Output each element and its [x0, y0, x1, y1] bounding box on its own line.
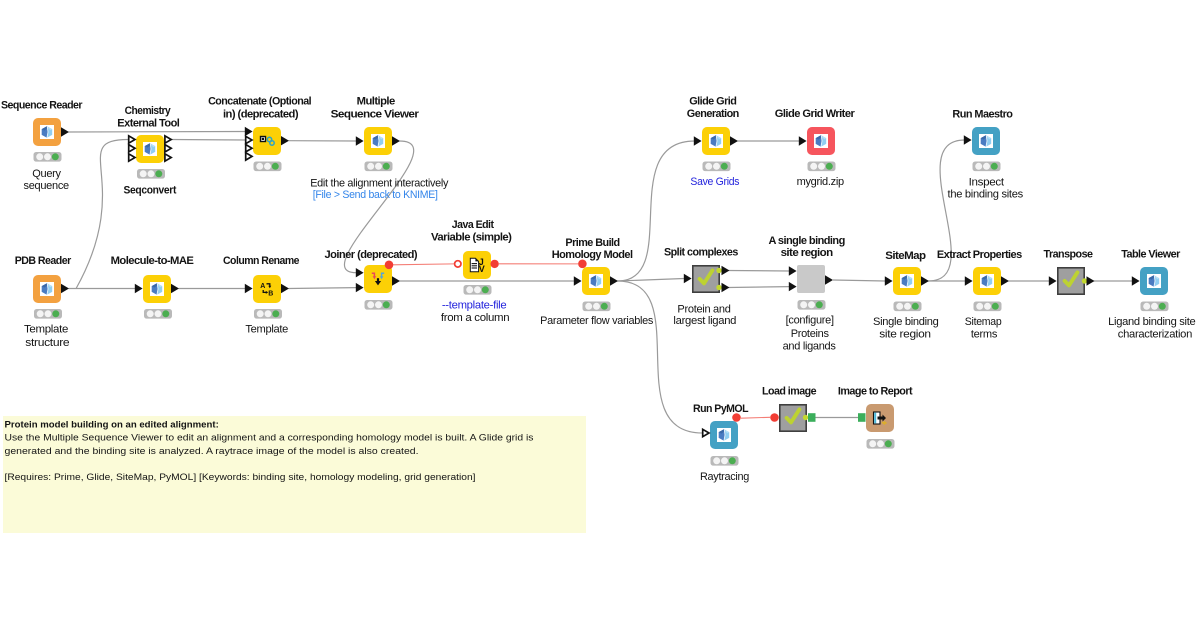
- svg-text:Ligand binding site: Ligand binding site: [1108, 316, 1195, 328]
- svg-text:Template: Template: [24, 324, 68, 336]
- svg-text:Joiner (deprecated): Joiner (deprecated): [325, 249, 418, 261]
- svg-text:Generation: Generation: [687, 108, 740, 120]
- svg-text:Save Grids: Save Grids: [690, 176, 740, 188]
- svg-text:Multiple: Multiple: [357, 96, 395, 108]
- svg-text:Sitemap: Sitemap: [965, 316, 1002, 328]
- svg-text:Run Maestro: Run Maestro: [952, 108, 1013, 120]
- svg-text:the binding sites: the binding sites: [948, 188, 1024, 200]
- svg-text:PDB Reader: PDB Reader: [15, 255, 72, 267]
- svg-text:Glide Grid Writer: Glide Grid Writer: [775, 108, 856, 120]
- svg-text:structure: structure: [25, 337, 69, 349]
- svg-text:characterization: characterization: [1118, 328, 1192, 340]
- svg-text:Run PyMOL: Run PyMOL: [693, 403, 749, 415]
- svg-text:terms: terms: [971, 328, 998, 340]
- svg-text:sequence: sequence: [24, 180, 69, 192]
- svg-text:Protein and: Protein and: [677, 303, 730, 315]
- svg-text:Transpose: Transpose: [1044, 249, 1093, 261]
- svg-text:Template: Template: [245, 324, 288, 336]
- svg-text:Column Rename: Column Rename: [223, 255, 299, 267]
- svg-text:Proteins: Proteins: [791, 328, 830, 340]
- svg-text:Chemistry: Chemistry: [125, 105, 172, 117]
- svg-text:--template-file: --template-file: [442, 299, 507, 311]
- svg-text:Split complexes: Split complexes: [664, 247, 738, 259]
- svg-text:Java Edit: Java Edit: [452, 219, 495, 231]
- svg-text:in) (deprecated): in) (deprecated): [223, 108, 299, 120]
- svg-text:Use the Multiple Sequence View: Use the Multiple Sequence Viewer to edit…: [5, 433, 534, 444]
- svg-text:Sequence Reader: Sequence Reader: [1, 100, 83, 112]
- svg-text:Seqconvert: Seqconvert: [124, 185, 177, 197]
- svg-text:External Tool: External Tool: [117, 118, 179, 130]
- svg-text:[Requires: Prime, Glide, SiteM: [Requires: Prime, Glide, SiteMap, PyMOL]…: [5, 472, 476, 483]
- svg-text:[configure]: [configure]: [786, 315, 834, 327]
- svg-text:Single binding: Single binding: [873, 316, 939, 328]
- svg-text:Extract Properties: Extract Properties: [937, 249, 1022, 261]
- svg-text:from a column: from a column: [441, 312, 510, 324]
- svg-text:largest ligand: largest ligand: [673, 315, 736, 327]
- svg-text:site region: site region: [781, 247, 834, 259]
- svg-text:site region: site region: [879, 328, 931, 340]
- svg-text:Table Viewer: Table Viewer: [1121, 249, 1181, 261]
- svg-text:Edit the alignment interactive: Edit the alignment interactively: [310, 177, 449, 189]
- svg-text:generated and the binding site: generated and the binding site is analyz…: [5, 446, 419, 457]
- svg-text:Variable (simple): Variable (simple): [431, 232, 512, 244]
- svg-text:Molecule-to-MAE: Molecule-to-MAE: [111, 255, 194, 267]
- svg-text:SiteMap: SiteMap: [885, 250, 926, 262]
- svg-text:Protein model building on an e: Protein model building on an edited alig…: [5, 420, 219, 431]
- svg-text:Sequence Viewer: Sequence Viewer: [331, 109, 420, 121]
- svg-text:Concatenate (Optional: Concatenate (Optional: [208, 96, 311, 108]
- svg-text:A single binding: A single binding: [768, 235, 844, 247]
- svg-text:Inspect: Inspect: [969, 176, 1004, 188]
- svg-text:Raytracing: Raytracing: [700, 471, 749, 483]
- svg-text:and ligands: and ligands: [783, 340, 837, 352]
- svg-text:Glide Grid: Glide Grid: [689, 96, 736, 108]
- svg-text:mygrid.zip: mygrid.zip: [797, 176, 844, 188]
- svg-text:Query: Query: [32, 168, 61, 180]
- svg-text:Homology Model: Homology Model: [552, 249, 633, 261]
- svg-text:Image to Report: Image to Report: [838, 385, 913, 397]
- svg-text:Parameter flow variables: Parameter flow variables: [540, 315, 654, 327]
- svg-text:Prime Build: Prime Build: [565, 237, 619, 249]
- svg-text:Load image: Load image: [762, 385, 816, 397]
- svg-text:[File > Send back to KNIME]: [File > Send back to KNIME]: [313, 189, 438, 201]
